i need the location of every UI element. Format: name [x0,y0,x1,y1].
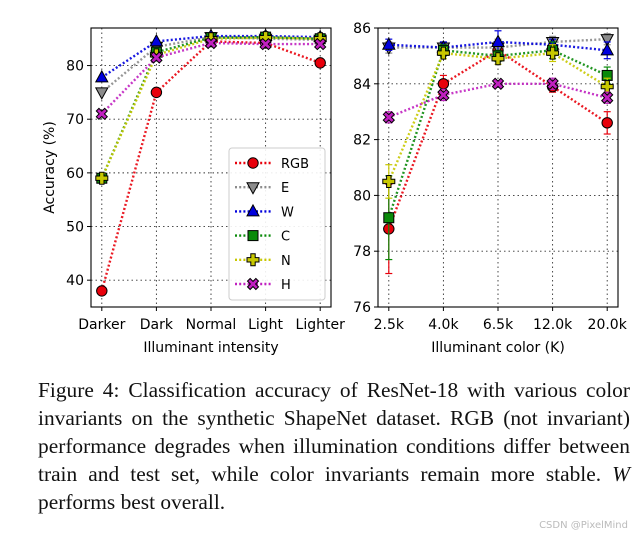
caption-text-a: Figure 4: Classification accuracy of Res… [38,378,630,486]
series-line [100,40,321,292]
legend-item-c: C [235,230,290,245]
legend-item-e: E [235,181,289,196]
data-point [95,171,109,185]
series-h [382,77,614,124]
series-n [382,44,614,199]
data-point [149,33,164,47]
legend-box [228,147,326,301]
data-point [382,174,396,188]
legend-item-n: N [235,253,291,269]
series-h [95,36,327,121]
caption-text-b: performs best overall. [38,490,226,514]
data-point [546,46,560,60]
x-tick-label: Dark [140,317,174,333]
data-point [150,51,163,64]
legend-label: C [281,230,290,245]
y-tick-label: 80 [66,59,84,75]
chart-illuminant-intensity: Darker Dark Normal Light Lighter 40 50 60 70 80 Il… [42,27,346,356]
y-tick-label: 80 [353,188,371,204]
x-axis-label: Illuminant color (K) [431,340,565,356]
legend-item-h: H [235,277,291,293]
series-line [387,49,608,219]
caption-symbol: W [612,462,630,486]
legend-marker [246,182,260,195]
watermark: CSDN @PixelMind [539,520,628,531]
y-tick-label: 78 [353,244,371,260]
y-tick-label: 86 [353,21,371,37]
x-tick-label: 6.5k [483,317,514,333]
data-point [96,285,108,297]
x-tick-label: 4.0k [428,317,459,333]
x-tick-label: Light [248,317,283,333]
data-point [600,80,614,94]
x-tick-label: Lighter [296,317,346,333]
legend-marker [246,253,260,267]
data-point [437,88,450,102]
data-point [436,46,450,60]
x-tick-label: 2.5k [374,317,405,333]
data-point [259,37,272,51]
data-point [600,91,614,104]
legend-item-w: W [235,203,294,220]
data-point [150,86,163,99]
data-point [94,87,109,100]
data-point [313,37,327,51]
data-point [383,212,395,224]
y-tick-label: 60 [66,166,84,182]
legend-label: RGB [281,157,309,172]
legend-marker [246,277,260,291]
figure-charts: Darker Dark Normal Light Lighter 40 50 60 70 80 Il… [42,21,628,356]
x-tick-label: 12.0k [533,317,573,333]
legend-marker [247,157,259,169]
y-tick-label: 70 [66,112,84,128]
data-point [94,69,109,83]
figure-caption: Figure 4: Classification accuracy of Res… [38,376,630,516]
y-tick-label: 76 [353,300,371,316]
x-tick-label: Darker [78,317,125,333]
legend-marker [246,203,260,217]
legend-label: H [281,278,291,293]
data-point [382,111,396,124]
series-line [387,48,608,230]
y-tick-label: 82 [353,133,371,149]
x-tick-label: Normal [186,317,237,333]
y-tick-label: 84 [353,77,371,93]
data-point [491,34,505,47]
x-tick-label: 20.0k [588,317,628,333]
data-point [601,117,613,129]
x-axis-label: Illuminant intensity [143,340,278,356]
data-point [437,78,450,90]
data-point [491,52,505,66]
legend-item-rgb: RGB [235,157,309,172]
series-line [100,36,321,179]
legend-label: W [281,205,294,220]
data-point [95,107,109,121]
series-line [101,34,321,79]
legend-label: E [281,181,289,196]
legend-marker [247,230,259,242]
data-point [600,42,615,56]
data-point [546,77,559,91]
data-point [204,36,218,50]
chart-illuminant-color: 2.5k 4.0k 6.5k 12.0k 20.0k 76 78 80 82 84 86 Illumi… [353,21,628,356]
data-point [314,57,326,69]
legend-label: N [281,254,291,269]
data-point [600,34,615,47]
y-tick-label: 50 [66,220,84,236]
y-axis-label: Accuracy (%) [42,121,58,214]
data-point [381,37,396,50]
data-point [491,77,505,91]
y-tick-label: 40 [66,273,84,289]
